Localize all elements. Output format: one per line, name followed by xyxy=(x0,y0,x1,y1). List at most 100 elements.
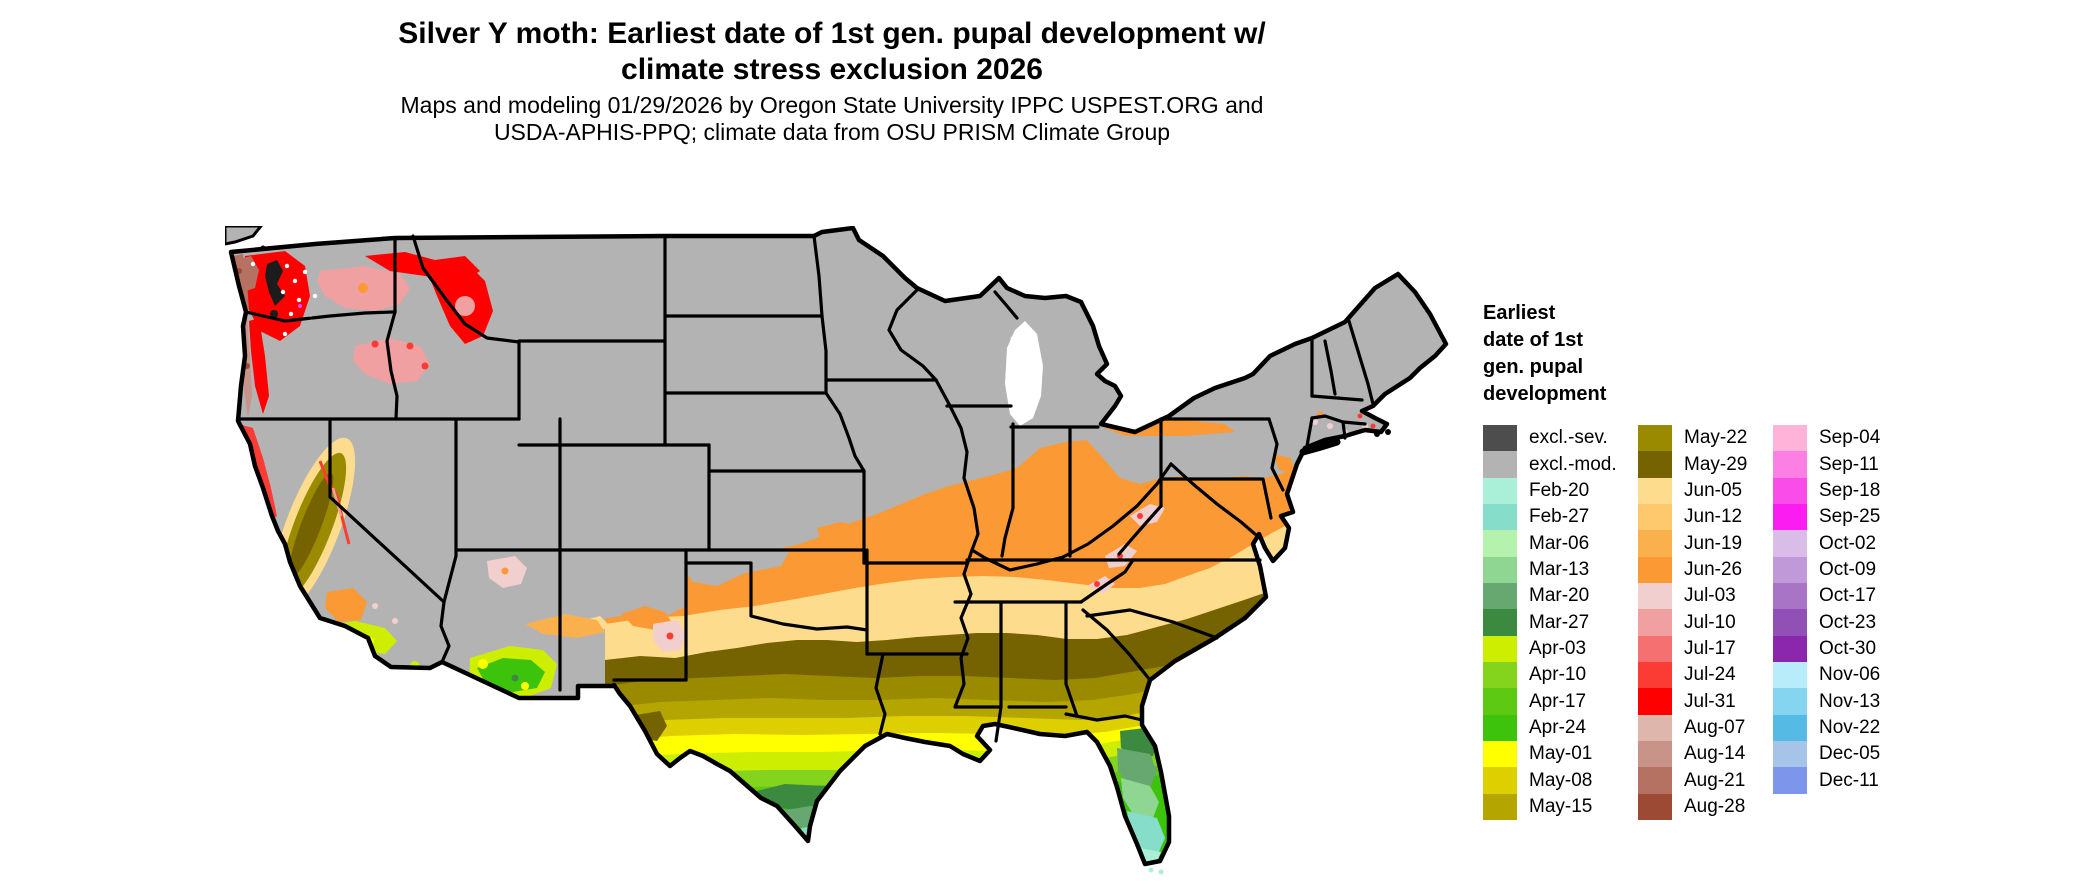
legend-entry: May-08 xyxy=(1483,767,1638,794)
legend-entry: Jun-26 xyxy=(1638,556,1773,584)
legend-swatch xyxy=(1638,767,1672,794)
map-red-bluemtn-dot1 xyxy=(371,340,379,348)
legend-swatch xyxy=(1483,583,1517,610)
legend-entry: Sep-04 xyxy=(1773,425,1913,452)
map-green-bay xyxy=(1008,336,1019,376)
legend-title-line2: date of 1st xyxy=(1483,329,1584,351)
legend-swatch xyxy=(1773,767,1807,794)
legend-label: Jul-10 xyxy=(1684,611,1736,633)
legend-label: May-22 xyxy=(1684,427,1748,449)
map-florida-keys xyxy=(1148,867,1164,875)
map-red-bluemtn-dot3 xyxy=(421,362,429,370)
legend-entry: Oct-30 xyxy=(1773,635,1913,663)
legend-swatch xyxy=(1773,741,1807,768)
map-black-puget-dot xyxy=(270,310,278,318)
legend-label: Mar-20 xyxy=(1529,585,1590,607)
legend-label: Mar-06 xyxy=(1529,532,1590,554)
page-subtitle-line2: USDA-APHIS-PPQ; climate data from OSU PR… xyxy=(493,119,1171,145)
map-long-island xyxy=(1299,438,1341,456)
legend-label: Sep-11 xyxy=(1819,453,1879,475)
legend-swatch xyxy=(1638,741,1672,768)
map-orange-south-valley xyxy=(325,588,367,622)
legend-title: Earliest date of 1st gen. pupal developm… xyxy=(1483,300,1923,408)
legend-entry: Mar-27 xyxy=(1483,609,1638,636)
map-seagreen-central-florida xyxy=(1117,748,1157,788)
legend-entry: Aug-07 xyxy=(1638,714,1773,742)
legend-entry: Jun-12 xyxy=(1638,504,1773,531)
legend-swatch xyxy=(1638,451,1672,478)
legend-entry: Aug-28 xyxy=(1638,793,1773,821)
legend-label: Jul-31 xyxy=(1684,690,1736,712)
legend-label: Jun-19 xyxy=(1684,532,1743,554)
legend-swatch xyxy=(1483,451,1517,478)
legend-swatch xyxy=(1638,583,1672,610)
map-orange-border-arizona xyxy=(525,614,605,638)
map-darkgreen-arizona-dot xyxy=(511,674,519,682)
legend-title-line3: gen. pupal xyxy=(1483,356,1583,378)
legend-label: Apr-17 xyxy=(1529,690,1587,712)
legend-label: Jul-24 xyxy=(1684,664,1736,686)
legend-label: Jul-17 xyxy=(1684,637,1736,659)
map-palegreen-florida xyxy=(1121,778,1159,818)
legend-swatch xyxy=(1483,688,1517,715)
legend-label: Sep-25 xyxy=(1819,506,1881,528)
legend-label: Aug-07 xyxy=(1684,716,1746,738)
legend-entry: excl.-mod. xyxy=(1483,451,1638,478)
legend-swatch xyxy=(1638,556,1672,584)
legend-label: Aug-14 xyxy=(1684,743,1746,765)
legend-swatch xyxy=(1638,504,1672,531)
legend-label: Feb-20 xyxy=(1529,479,1590,501)
map-canada-fragment xyxy=(225,226,263,246)
legend-swatch xyxy=(1638,530,1672,557)
map-gray-north-new-mexico xyxy=(560,550,686,619)
legend-column-2: May-22 May-29 Jun-05 Jun-12 Jun-19 Jun-26 Jul-… xyxy=(1638,425,1773,821)
legend-label: Aug-21 xyxy=(1684,769,1746,791)
map-orange-utah-dot xyxy=(501,567,509,575)
legend-label: May-08 xyxy=(1529,769,1593,791)
map-red-sierra-dendrite2 xyxy=(318,460,331,485)
legend-entry: Mar-13 xyxy=(1483,556,1638,584)
legend-label: Sep-18 xyxy=(1819,479,1881,501)
legend-label: Oct-02 xyxy=(1819,532,1877,554)
legend-label: Dec-05 xyxy=(1819,743,1881,765)
map-magenta-speckle xyxy=(298,304,302,308)
legend-entry: Feb-20 xyxy=(1483,477,1638,505)
legend-column-3: Sep-04 Sep-11 Sep-18 Sep-25 Oct-02 Oct-09 Oct-… xyxy=(1773,425,1913,794)
legend-entry: Oct-09 xyxy=(1773,556,1913,584)
legend-entry: Oct-23 xyxy=(1773,609,1913,636)
legend-swatch xyxy=(1483,767,1517,794)
legend-columns: excl.-sev. excl.-mod. Feb-20 Feb-27 Mar-06 Ma… xyxy=(1483,425,1923,821)
legend-entry: May-22 xyxy=(1638,425,1773,452)
legend-swatch xyxy=(1773,688,1807,715)
legend-entry: Jun-05 xyxy=(1638,477,1773,505)
legend-entry: Apr-24 xyxy=(1483,714,1638,742)
map-yellow-arizona-dot2 xyxy=(521,682,529,690)
legend-label: Nov-13 xyxy=(1819,690,1881,712)
legend-entry: Aug-14 xyxy=(1638,741,1773,768)
legend-column-1: excl.-sev. excl.-mod. Feb-20 Feb-27 Mar-06 Ma… xyxy=(1483,425,1638,821)
page-title: Silver Y moth: Earliest date of 1st gen.… xyxy=(250,16,1414,88)
legend-entry: Jul-03 xyxy=(1638,583,1773,610)
legend-entry: Nov-22 xyxy=(1773,714,1913,742)
legend-label: Oct-23 xyxy=(1819,611,1877,633)
legend-swatch xyxy=(1483,477,1517,505)
legend-swatch xyxy=(1638,609,1672,636)
legend-label: Mar-13 xyxy=(1529,558,1590,580)
legend-swatch xyxy=(1483,530,1517,557)
legend-label: excl.-sev. xyxy=(1529,427,1608,449)
page-title-line2: climate stress exclusion 2026 xyxy=(621,53,1043,86)
legend-entry: Jul-17 xyxy=(1638,635,1773,663)
map-pink-appalachia3 xyxy=(1087,576,1115,594)
legend-label: excl.-mod. xyxy=(1529,453,1617,475)
legend-entry: Dec-05 xyxy=(1773,741,1913,768)
legend-label: Apr-24 xyxy=(1529,716,1587,738)
legend-label: Jun-05 xyxy=(1684,479,1743,501)
legend-entry: Apr-10 xyxy=(1483,662,1638,689)
legend-entry: Mar-20 xyxy=(1483,583,1638,610)
legend-swatch xyxy=(1773,635,1807,663)
map-teal-south-florida xyxy=(1127,811,1165,860)
legend-entry: Mar-06 xyxy=(1483,530,1638,557)
legend-swatch xyxy=(1773,504,1807,531)
legend-swatch xyxy=(1638,688,1672,715)
